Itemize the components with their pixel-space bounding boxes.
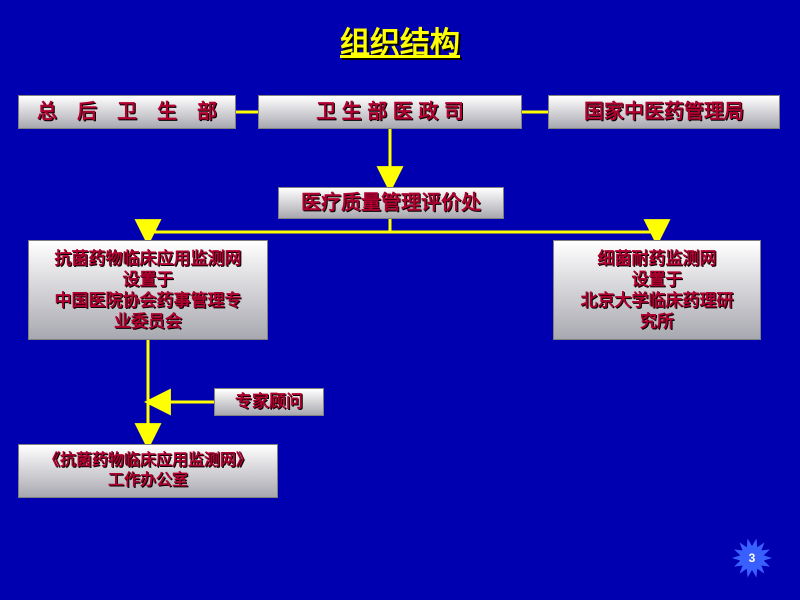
box-guojia: 国家中医药管理局 (548, 95, 780, 129)
box-yiliao: 医疗质量管理评价处 (278, 187, 504, 219)
box-zhuanjia: 专家顾问 (214, 388, 324, 416)
box-gongzuo: 《抗菌药物临床应用监测网》 工作办公室 (18, 444, 278, 498)
box-kangjun: 抗菌药物临床应用监测网 设置于 中国医院协会药事管理专 业委员会 (28, 240, 268, 340)
box-weisheng: 卫 生 部 医 政 司 (258, 95, 522, 129)
page-number-gear: 3 (732, 538, 772, 578)
box-zonghou: 总 后 卫 生 部 (18, 95, 236, 129)
box-xijun: 细菌耐药监测网 设置于 北京大学临床药理研 究所 (553, 240, 761, 340)
